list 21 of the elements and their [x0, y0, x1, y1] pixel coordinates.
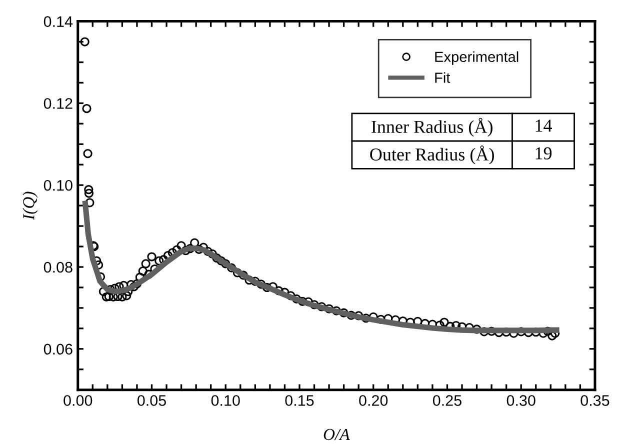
x-axis-title: O/A: [324, 428, 350, 440]
y-axis-title: I(Q): [22, 192, 38, 220]
annotation: 19: [536, 147, 552, 160]
x-tick-label: 0.35: [580, 395, 610, 406]
x-tick-label: 0.30: [506, 395, 536, 406]
x-tick-label: 0.05: [137, 395, 166, 406]
legend-label: Experimental: [435, 51, 518, 65]
y-tick-label: 0.08: [44, 262, 72, 273]
annotation: 14: [536, 120, 552, 132]
y-tick-label: 0.06: [44, 344, 72, 355]
x-tick-label: 0.00: [64, 395, 92, 406]
y-tick-label: 0.14: [44, 16, 73, 27]
annotation: Outer Radius (Å): [370, 146, 494, 164]
y-tick-label: 0.12: [44, 98, 72, 109]
annotation: Inner Radius (Å): [372, 118, 492, 137]
x-tick-label: 0.20: [359, 395, 388, 406]
x-tick-label: 0.25: [432, 395, 462, 406]
x-tick-label: 0.10: [211, 395, 240, 406]
y-tick-label: 0.10: [44, 180, 72, 191]
x-tick-label: 0.15: [285, 395, 314, 406]
legend-label: Fit: [435, 72, 450, 83]
